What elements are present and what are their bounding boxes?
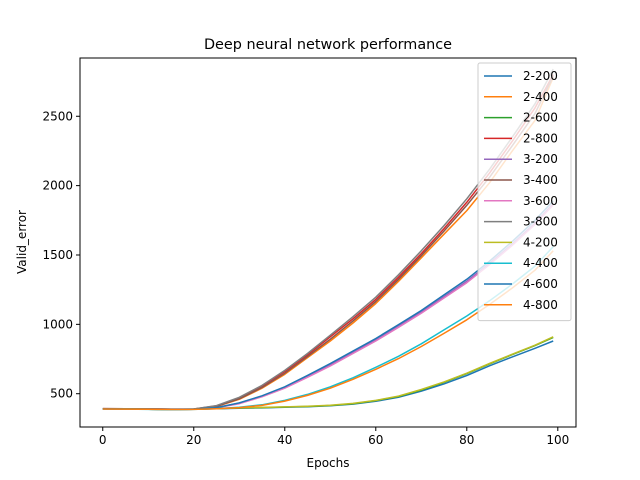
plot-frame xyxy=(79,57,577,428)
legend-label: 3-800 xyxy=(523,215,558,229)
legend-label: 4-800 xyxy=(523,298,558,312)
y-tick-label: 1000 xyxy=(42,317,73,331)
x-tick-label: 20 xyxy=(186,433,201,447)
y-axis-label: Valid_error xyxy=(15,210,29,274)
legend-label: 2-800 xyxy=(523,131,558,145)
legend-label: 3-200 xyxy=(523,152,558,166)
legend-box xyxy=(477,62,572,322)
x-axis-label: Epochs xyxy=(307,456,350,470)
y-tick-label: 2000 xyxy=(42,179,73,193)
legend-label: 4-600 xyxy=(523,277,558,291)
legend-label: 2-200 xyxy=(523,69,558,83)
legend: 2-200 2-400 2-600 2-800 3-200 3-400 3-600 3-800… xyxy=(477,62,572,322)
y-tick-label: 500 xyxy=(50,387,73,401)
y-tick-label: 1500 xyxy=(42,248,73,262)
y-tick-label: 2500 xyxy=(42,109,73,123)
legend-label: 4-200 xyxy=(523,235,558,249)
x-tick-label: 60 xyxy=(368,433,383,447)
legend-label: 4-400 xyxy=(523,256,558,270)
x-tick-label: 40 xyxy=(277,433,292,447)
legend-label: 2-600 xyxy=(523,111,558,125)
legend-label: 3-600 xyxy=(523,194,558,208)
series-line-4-200 xyxy=(102,336,554,411)
legend-label: 3-400 xyxy=(523,173,558,187)
chart-title: Deep neural network performance xyxy=(204,37,452,53)
x-tick-label: 80 xyxy=(459,433,474,447)
legend-label: 2-400 xyxy=(523,90,558,104)
series-line-2-600 xyxy=(102,336,554,411)
x-axis: 0 20 40 60 80 100 xyxy=(99,427,569,447)
series-line-2-200 xyxy=(102,340,554,411)
x-tick-label: 0 xyxy=(99,433,107,447)
y-axis: 500 1000 1500 2000 2500 xyxy=(42,109,80,401)
x-tick-label: 100 xyxy=(546,433,569,447)
